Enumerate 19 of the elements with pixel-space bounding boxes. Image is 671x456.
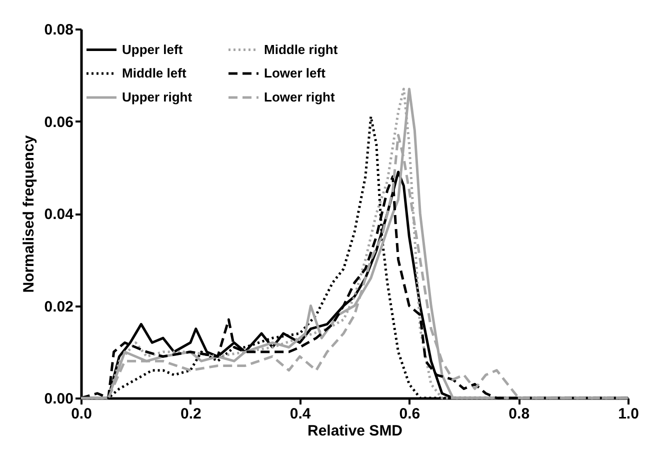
legend-label: Upper left [122, 42, 184, 57]
y-tick-label: 0.08 [44, 22, 74, 38]
y-tick-label: 0.04 [44, 206, 74, 223]
x-tick-label: 0.2 [180, 406, 202, 422]
x-tick-label: 0.4 [290, 406, 312, 422]
y-tick-label: 0.00 [44, 390, 74, 408]
x-tick-label: 1.0 [618, 406, 639, 422]
legend-label: Lower left [264, 66, 326, 80]
x-axis-title: Relative SMD [307, 422, 403, 440]
legend-label: Upper right [122, 90, 193, 104]
x-tick-label: 0.0 [71, 406, 92, 422]
x-tick-label: 0.6 [399, 406, 420, 422]
y-axis-title: Normalised frequency [20, 134, 38, 293]
y-tick-label: 0.06 [44, 114, 74, 131]
legend-label: Middle right [264, 42, 338, 57]
legend-label: Middle left [122, 66, 187, 80]
x-tick-label: 0.8 [508, 406, 530, 422]
legend-label: Lower right [264, 90, 336, 104]
y-tick-label: 0.02 [44, 298, 74, 316]
